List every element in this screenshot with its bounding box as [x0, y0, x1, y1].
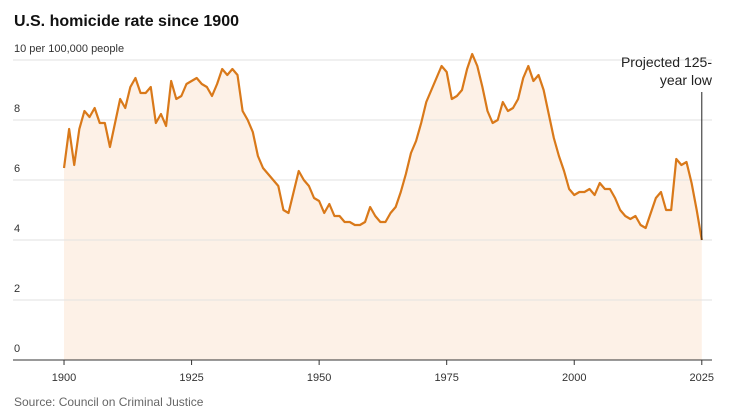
- line: [62, 52, 703, 241]
- y-tick-label: 10 per 100,000 people: [14, 43, 124, 55]
- x-tick-label: 2000: [562, 372, 586, 384]
- x-tick-label: 1975: [434, 372, 458, 384]
- area: [64, 54, 702, 360]
- annotation: year low: [660, 72, 713, 88]
- x-tick-label: 2025: [690, 372, 714, 384]
- y-tick-label: 8: [14, 103, 20, 115]
- source: Source: Council on Criminal Justice: [14, 395, 204, 409]
- y-tick-label: 2: [14, 283, 20, 295]
- chart-title: U.S. homicide rate since 1900: [14, 13, 239, 30]
- y-tick-label: 0: [14, 343, 20, 355]
- annotation: Projected 125-: [621, 54, 712, 70]
- y-tick-label: 6: [14, 163, 20, 175]
- x-tick-label: 1925: [179, 372, 203, 384]
- y-tick-label: 4: [14, 223, 20, 235]
- x-tick-label: 1900: [52, 372, 76, 384]
- x-tick-label: 1950: [307, 372, 331, 384]
